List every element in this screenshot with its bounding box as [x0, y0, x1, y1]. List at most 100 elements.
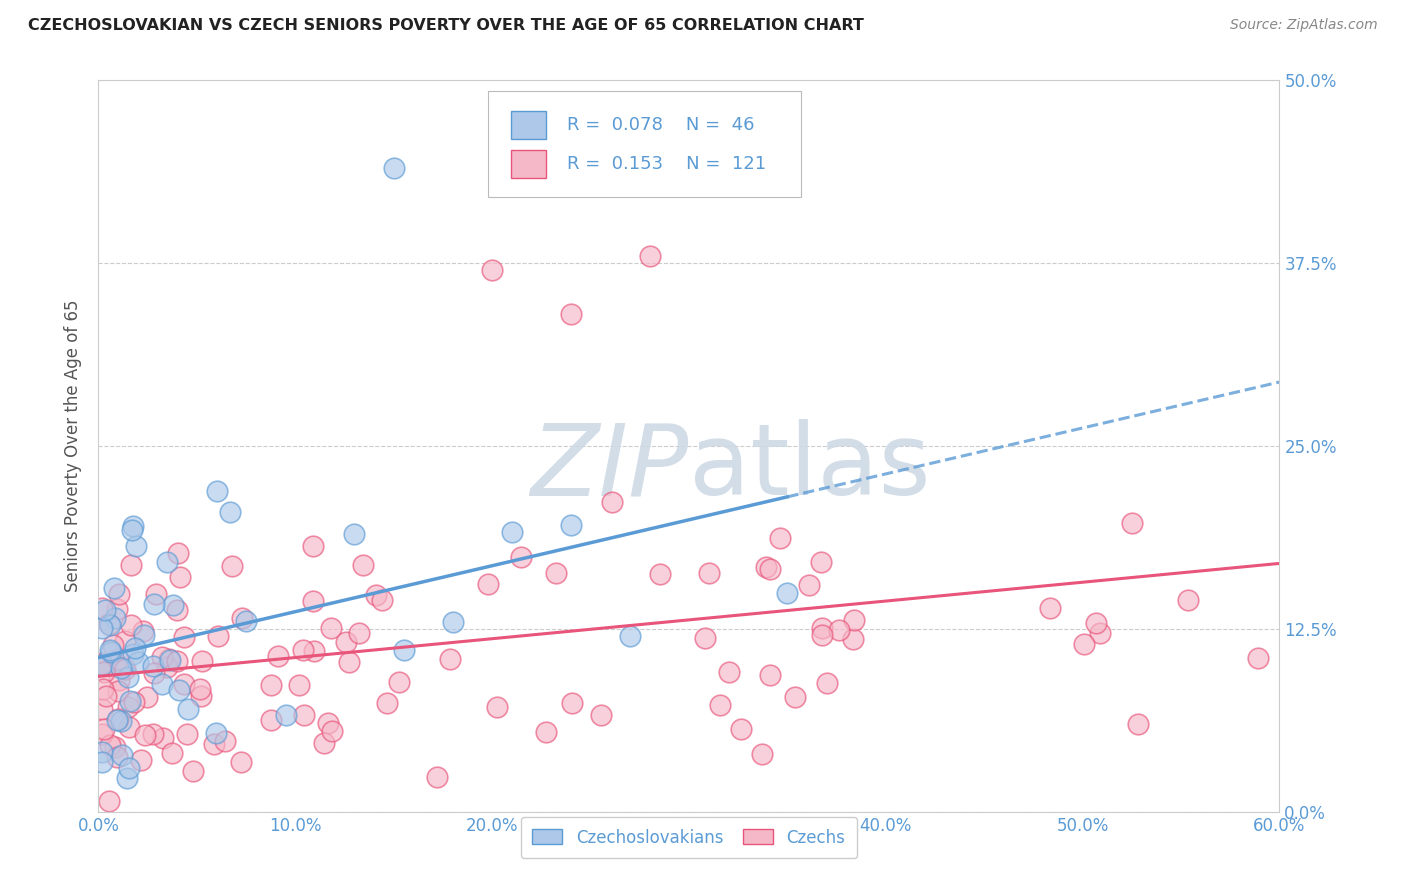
Point [439, 651, 461, 665]
Point [121, 518, 143, 533]
Point [114, 634, 136, 648]
Y-axis label: Seniors Poverty Over the Age of 65: Seniors Poverty Over the Age of 65 [65, 300, 83, 592]
Point [219, 505, 242, 519]
Point [107, 587, 129, 601]
Point [561, 696, 583, 710]
Point [166, 654, 188, 668]
Point [94, 690, 117, 704]
Point [91, 600, 114, 615]
Point [127, 655, 149, 669]
Point [98, 618, 121, 632]
Point [382, 161, 405, 175]
Point [717, 665, 740, 680]
Point [125, 539, 148, 553]
Point [91, 656, 114, 670]
Point [377, 696, 399, 710]
Point [510, 549, 533, 564]
Point [167, 546, 190, 560]
Point [176, 727, 198, 741]
Point [481, 263, 503, 277]
Point [776, 161, 799, 175]
Point [91, 727, 114, 741]
Point [751, 747, 773, 761]
Point [166, 603, 188, 617]
Point [815, 675, 838, 690]
Point [370, 593, 392, 607]
Point [730, 722, 752, 736]
Point [98, 617, 121, 632]
Point [190, 681, 212, 696]
Point [544, 566, 567, 581]
Point [111, 747, 134, 762]
Point [150, 650, 173, 665]
Point [759, 668, 782, 682]
Point [207, 629, 229, 643]
Point [91, 682, 114, 697]
Legend: Czechoslovakians, Czechs: Czechoslovakians, Czechs [520, 817, 858, 858]
Text: R =  0.153    N =  121: R = 0.153 N = 121 [567, 154, 766, 173]
Point [118, 720, 141, 734]
Point [214, 733, 236, 747]
Point [485, 699, 508, 714]
Point [231, 610, 253, 624]
Point [91, 755, 114, 769]
Point [536, 725, 558, 739]
Point [120, 694, 142, 708]
Point [107, 652, 129, 666]
Point [93, 665, 115, 679]
Point [205, 726, 228, 740]
Point [143, 666, 166, 681]
Point [426, 770, 449, 784]
Point [1039, 601, 1062, 615]
Point [842, 632, 865, 646]
Point [132, 624, 155, 639]
Point [1247, 651, 1270, 665]
FancyBboxPatch shape [510, 150, 546, 178]
Point [122, 694, 145, 708]
Point [173, 631, 195, 645]
Point [276, 708, 298, 723]
Point [129, 753, 152, 767]
Point [291, 643, 314, 657]
Point [693, 631, 716, 645]
Point [159, 653, 181, 667]
Point [314, 736, 336, 750]
Point [91, 745, 114, 759]
Point [157, 652, 180, 666]
Point [142, 658, 165, 673]
Point [560, 307, 582, 321]
Point [107, 712, 129, 726]
Point [560, 518, 582, 533]
Point [1090, 626, 1112, 640]
Text: Source: ZipAtlas.com: Source: ZipAtlas.com [1230, 18, 1378, 32]
Point [292, 707, 315, 722]
Point [118, 761, 141, 775]
Point [768, 531, 790, 545]
Point [366, 588, 388, 602]
Point [441, 615, 464, 629]
Point [167, 682, 190, 697]
Point [98, 642, 121, 657]
Text: atlas: atlas [689, 419, 931, 516]
Point [120, 558, 142, 572]
Point [105, 749, 128, 764]
Point [319, 621, 342, 635]
Point [191, 654, 214, 668]
Point [173, 676, 195, 690]
Point [1126, 716, 1149, 731]
Point [108, 673, 131, 687]
Point [110, 661, 132, 675]
Point [94, 603, 117, 617]
Point [156, 660, 179, 674]
Point [114, 662, 136, 676]
Point [121, 647, 143, 661]
Point [105, 714, 128, 728]
Point [104, 739, 127, 754]
Point [221, 558, 243, 573]
Point [1121, 516, 1143, 531]
Point [229, 756, 252, 770]
Point [136, 690, 159, 705]
Point [810, 621, 832, 635]
Point [91, 621, 114, 635]
Point [143, 597, 166, 611]
